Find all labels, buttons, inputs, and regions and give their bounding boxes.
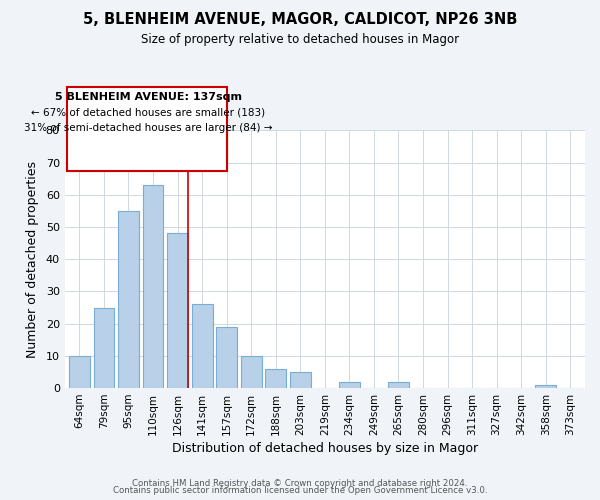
- Y-axis label: Number of detached properties: Number of detached properties: [26, 161, 39, 358]
- Text: Contains public sector information licensed under the Open Government Licence v3: Contains public sector information licen…: [113, 486, 487, 495]
- FancyBboxPatch shape: [67, 130, 227, 170]
- Text: 5 BLENHEIM AVENUE: 137sqm: 5 BLENHEIM AVENUE: 137sqm: [55, 92, 242, 102]
- Text: Size of property relative to detached houses in Magor: Size of property relative to detached ho…: [141, 32, 459, 46]
- Bar: [94, 308, 115, 388]
- Bar: [191, 304, 212, 388]
- Bar: [143, 185, 163, 388]
- Bar: [265, 368, 286, 388]
- Bar: [69, 356, 90, 388]
- Bar: [216, 327, 237, 388]
- Text: 31% of semi-detached houses are larger (84) →: 31% of semi-detached houses are larger (…: [24, 123, 272, 133]
- Text: ← 67% of detached houses are smaller (183): ← 67% of detached houses are smaller (18…: [31, 108, 265, 118]
- Text: Contains HM Land Registry data © Crown copyright and database right 2024.: Contains HM Land Registry data © Crown c…: [132, 478, 468, 488]
- X-axis label: Distribution of detached houses by size in Magor: Distribution of detached houses by size …: [172, 442, 478, 455]
- Bar: [339, 382, 360, 388]
- Bar: [241, 356, 262, 388]
- Text: 5, BLENHEIM AVENUE, MAGOR, CALDICOT, NP26 3NB: 5, BLENHEIM AVENUE, MAGOR, CALDICOT, NP2…: [83, 12, 517, 28]
- Bar: [535, 385, 556, 388]
- Bar: [167, 234, 188, 388]
- FancyBboxPatch shape: [67, 86, 227, 170]
- Bar: [290, 372, 311, 388]
- Bar: [388, 382, 409, 388]
- Bar: [118, 211, 139, 388]
